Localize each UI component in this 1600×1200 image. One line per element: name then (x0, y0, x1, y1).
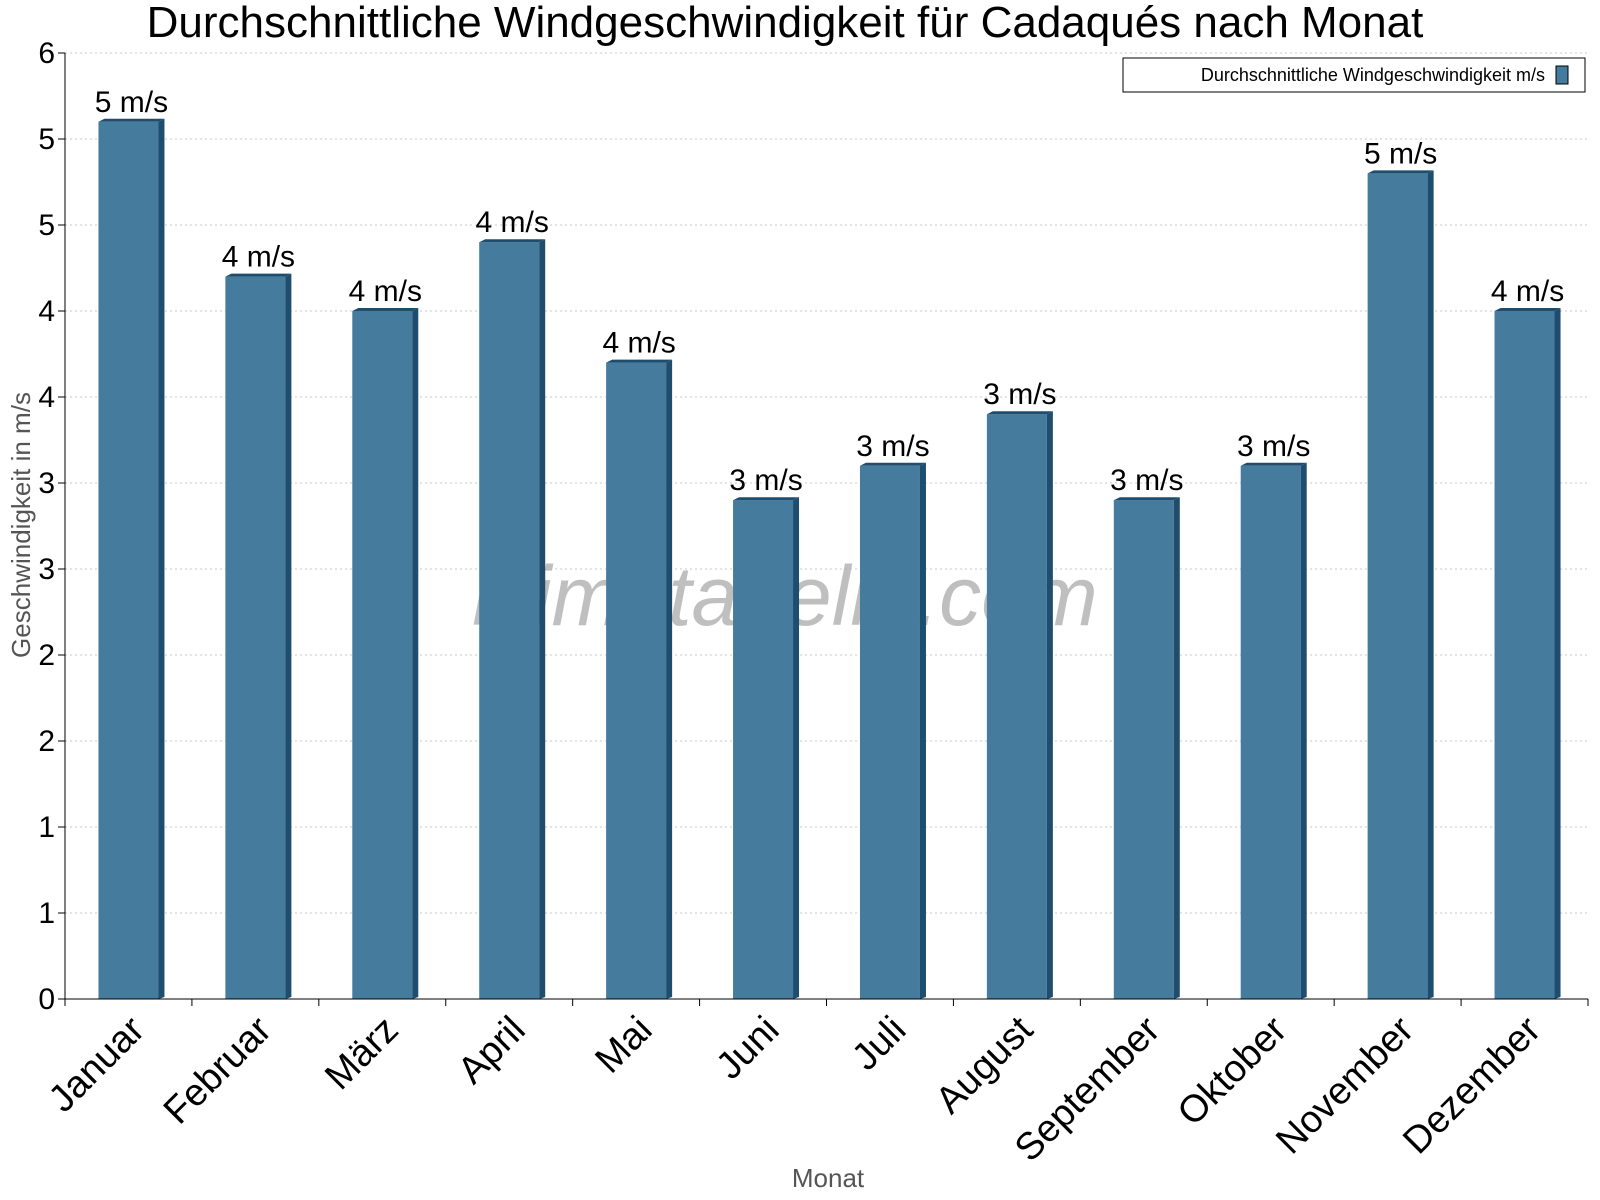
bar (225, 276, 286, 1000)
bar-top (1494, 308, 1561, 311)
bar-side (412, 308, 419, 999)
gridlines (65, 52, 1588, 914)
data-label: 4 m/s (222, 241, 295, 274)
y-tick-label: 4 (38, 381, 55, 414)
y-axis-ticks: 0 1 1 2 2 3 3 4 4 5 5 6 (38, 37, 65, 1016)
x-tick-label: Februar (156, 1008, 280, 1132)
y-axis-title: Geschwindigkeit in m/s (6, 392, 36, 658)
data-label: 5 m/s (95, 86, 168, 119)
bar-side (793, 497, 800, 999)
bar (733, 500, 794, 999)
bar-top (1240, 462, 1307, 466)
bar-side (666, 359, 673, 1000)
bar-side (1300, 462, 1307, 999)
bar-side (1427, 170, 1434, 999)
bar (479, 242, 540, 999)
bar-side (158, 118, 165, 1000)
y-tick-label: 5 (38, 123, 55, 156)
y-tick-label: 6 (38, 37, 55, 70)
bar (1494, 311, 1555, 999)
y-tick-label: 4 (38, 295, 55, 328)
bar-side (1554, 308, 1561, 999)
data-label: 3 m/s (729, 464, 802, 497)
x-axis-ticks: Januar Februar März April Mai Juni Juli AugustS… (41, 999, 1589, 1170)
x-tick-label: Juni (708, 1009, 787, 1088)
bar (1240, 465, 1301, 999)
data-label: 4 m/s (349, 275, 422, 308)
bar (986, 414, 1047, 999)
bars-group: 5 m/s 4 m/s 4 m/s 4 m/s 4 m/s 3 m/s 3 m/s 3 m/s… (95, 86, 1564, 1000)
x-tick-label: Juli (844, 1009, 914, 1079)
x-tick-label: August (928, 1008, 1042, 1122)
data-label: 5 m/s (1364, 137, 1437, 170)
bar (1367, 173, 1428, 999)
x-axis-title: Monat (792, 1163, 865, 1193)
bar (98, 121, 159, 1000)
bar-side (1173, 497, 1180, 999)
data-label: 3 m/s (983, 378, 1056, 411)
y-tick-label: 0 (38, 983, 55, 1016)
bar (859, 465, 920, 999)
x-tick-label: März (317, 1009, 406, 1098)
x-tick-label: Oktober (1170, 1008, 1296, 1134)
x-tick-label: Januar (41, 1008, 153, 1120)
y-tick-label: 3 (38, 467, 55, 500)
legend-box (1122, 57, 1586, 93)
bar-top (606, 359, 673, 363)
x-tick-label: November (1268, 1008, 1422, 1162)
y-tick-label: 5 (38, 209, 55, 242)
bar-side (919, 462, 926, 999)
bar-top (225, 273, 292, 277)
bar-top (986, 411, 1053, 415)
x-tick-label: Dezember (1395, 1008, 1549, 1162)
data-label: 4 m/s (602, 327, 675, 360)
data-label: 4 m/s (1491, 275, 1564, 308)
bar-top (733, 497, 800, 501)
axes (64, 53, 1588, 1000)
bar-top (479, 239, 546, 243)
y-tick-label: 1 (38, 897, 55, 930)
y-tick-label: 2 (38, 725, 55, 758)
legend-label: Durchschnittliche Windgeschwindigkeit m/… (1201, 65, 1545, 85)
legend-swatch (1555, 65, 1569, 85)
x-tick-label: Mai (587, 1009, 660, 1082)
data-label: 4 m/s (476, 206, 549, 239)
bar (1113, 500, 1174, 999)
bar-side (285, 273, 292, 1000)
bar-side (539, 239, 546, 999)
bar-side (1046, 411, 1053, 999)
data-label: 3 m/s (856, 430, 929, 463)
bar-top (859, 462, 926, 466)
bar-top (1367, 170, 1434, 174)
bar-top (1113, 497, 1180, 501)
y-tick-label: 2 (38, 639, 55, 672)
x-tick-label: April (450, 1009, 533, 1092)
data-label: 3 m/s (1110, 464, 1183, 497)
bar-top (352, 308, 419, 311)
data-label: 3 m/s (1237, 430, 1310, 463)
bar (352, 311, 413, 999)
chart-title: Durchschnittliche Windgeschwindigkeit fü… (147, 0, 1424, 47)
bar (606, 362, 667, 1000)
y-tick-label: 3 (38, 553, 55, 586)
legend: Durchschnittliche Windgeschwindigkeit m/… (1122, 57, 1586, 93)
bar-top (98, 118, 165, 122)
y-tick-label: 1 (38, 811, 55, 844)
